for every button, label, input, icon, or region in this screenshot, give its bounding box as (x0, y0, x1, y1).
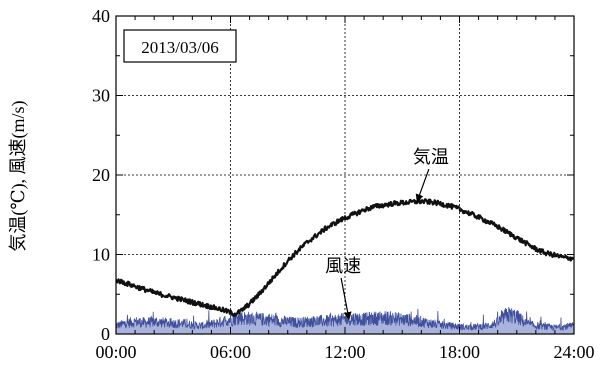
grid (116, 16, 574, 334)
x-tick-label-3: 18:00 (439, 342, 480, 362)
y-tick-label-3: 30 (92, 86, 110, 106)
date-box: 2013/03/06 (123, 29, 237, 63)
x-tick-label-1: 06:00 (210, 342, 251, 362)
date-box-frame (123, 29, 237, 63)
annotation-label-1: 風速 (325, 256, 361, 276)
annotation-arrow-1 (340, 277, 352, 321)
y-tick-label-2: 20 (92, 165, 110, 185)
axis-ticks (115, 15, 575, 335)
y-tick-label-1: 10 (92, 245, 110, 265)
annotation-arrow-0 (415, 168, 430, 203)
x-tick-label-0: 00:00 (95, 342, 136, 362)
temperature-series (116, 198, 574, 317)
annotation-label-0: 気温 (413, 147, 449, 167)
y-tick-label-4: 40 (92, 6, 110, 26)
x-tick-labels: 00:00 06:00 12:00 18:00 24:00 (95, 342, 594, 362)
x-tick-label-2: 12:00 (324, 342, 365, 362)
temperature-line (116, 198, 574, 317)
x-tick-label-4: 24:00 (553, 342, 594, 362)
y-tick-label-0: 0 (101, 324, 110, 344)
y-axis-label: 気温(℃), 風速(m/s) (8, 100, 29, 251)
date-label: 2013/03/06 (141, 38, 218, 57)
y-tick-labels: 0 10 20 30 40 (92, 6, 110, 344)
